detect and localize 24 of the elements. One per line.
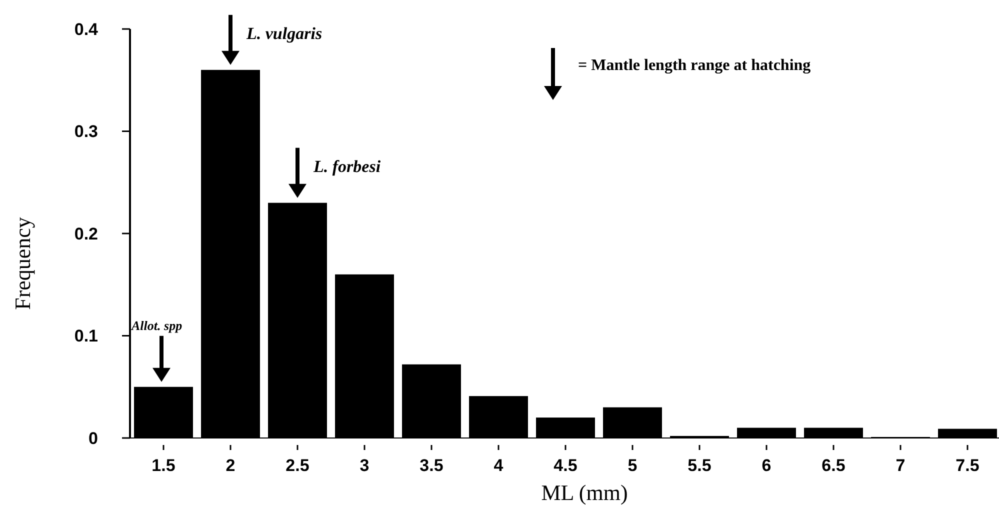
y-tick-label: 0.2 xyxy=(74,224,98,244)
x-tick-label: 1.5 xyxy=(152,456,176,475)
annotation: L. vulgaris xyxy=(246,24,322,43)
x-tick-label: 7 xyxy=(896,456,906,475)
y-tick-label: 0.1 xyxy=(74,326,98,346)
x-tick-label: 5 xyxy=(628,456,638,475)
annotation: = Mantle length range at hatching xyxy=(578,57,811,74)
x-tick-label: 2.5 xyxy=(286,456,310,475)
y-tick-label: 0 xyxy=(88,428,98,448)
x-tick-label: 4 xyxy=(494,456,504,475)
x-tick-label: 4.5 xyxy=(554,456,578,475)
x-tick-label: 6.5 xyxy=(822,456,846,475)
y-axis-title: Frequency xyxy=(10,217,35,310)
x-tick-label: 3.5 xyxy=(420,456,444,475)
y-tick-label: 0.4 xyxy=(74,20,99,39)
y-tick-label: 0.3 xyxy=(74,122,98,142)
x-tick-label: 7.5 xyxy=(956,456,980,475)
x-axis-title: ML (mm) xyxy=(541,480,628,505)
annotation: L. forbesi xyxy=(312,156,381,176)
x-tick-label: 5.5 xyxy=(688,456,712,475)
x-tick-label: 6 xyxy=(762,456,772,475)
x-tick-label: 2 xyxy=(226,456,236,475)
x-tick-label: 3 xyxy=(360,456,370,475)
annotation: Allot. spp xyxy=(130,318,183,333)
